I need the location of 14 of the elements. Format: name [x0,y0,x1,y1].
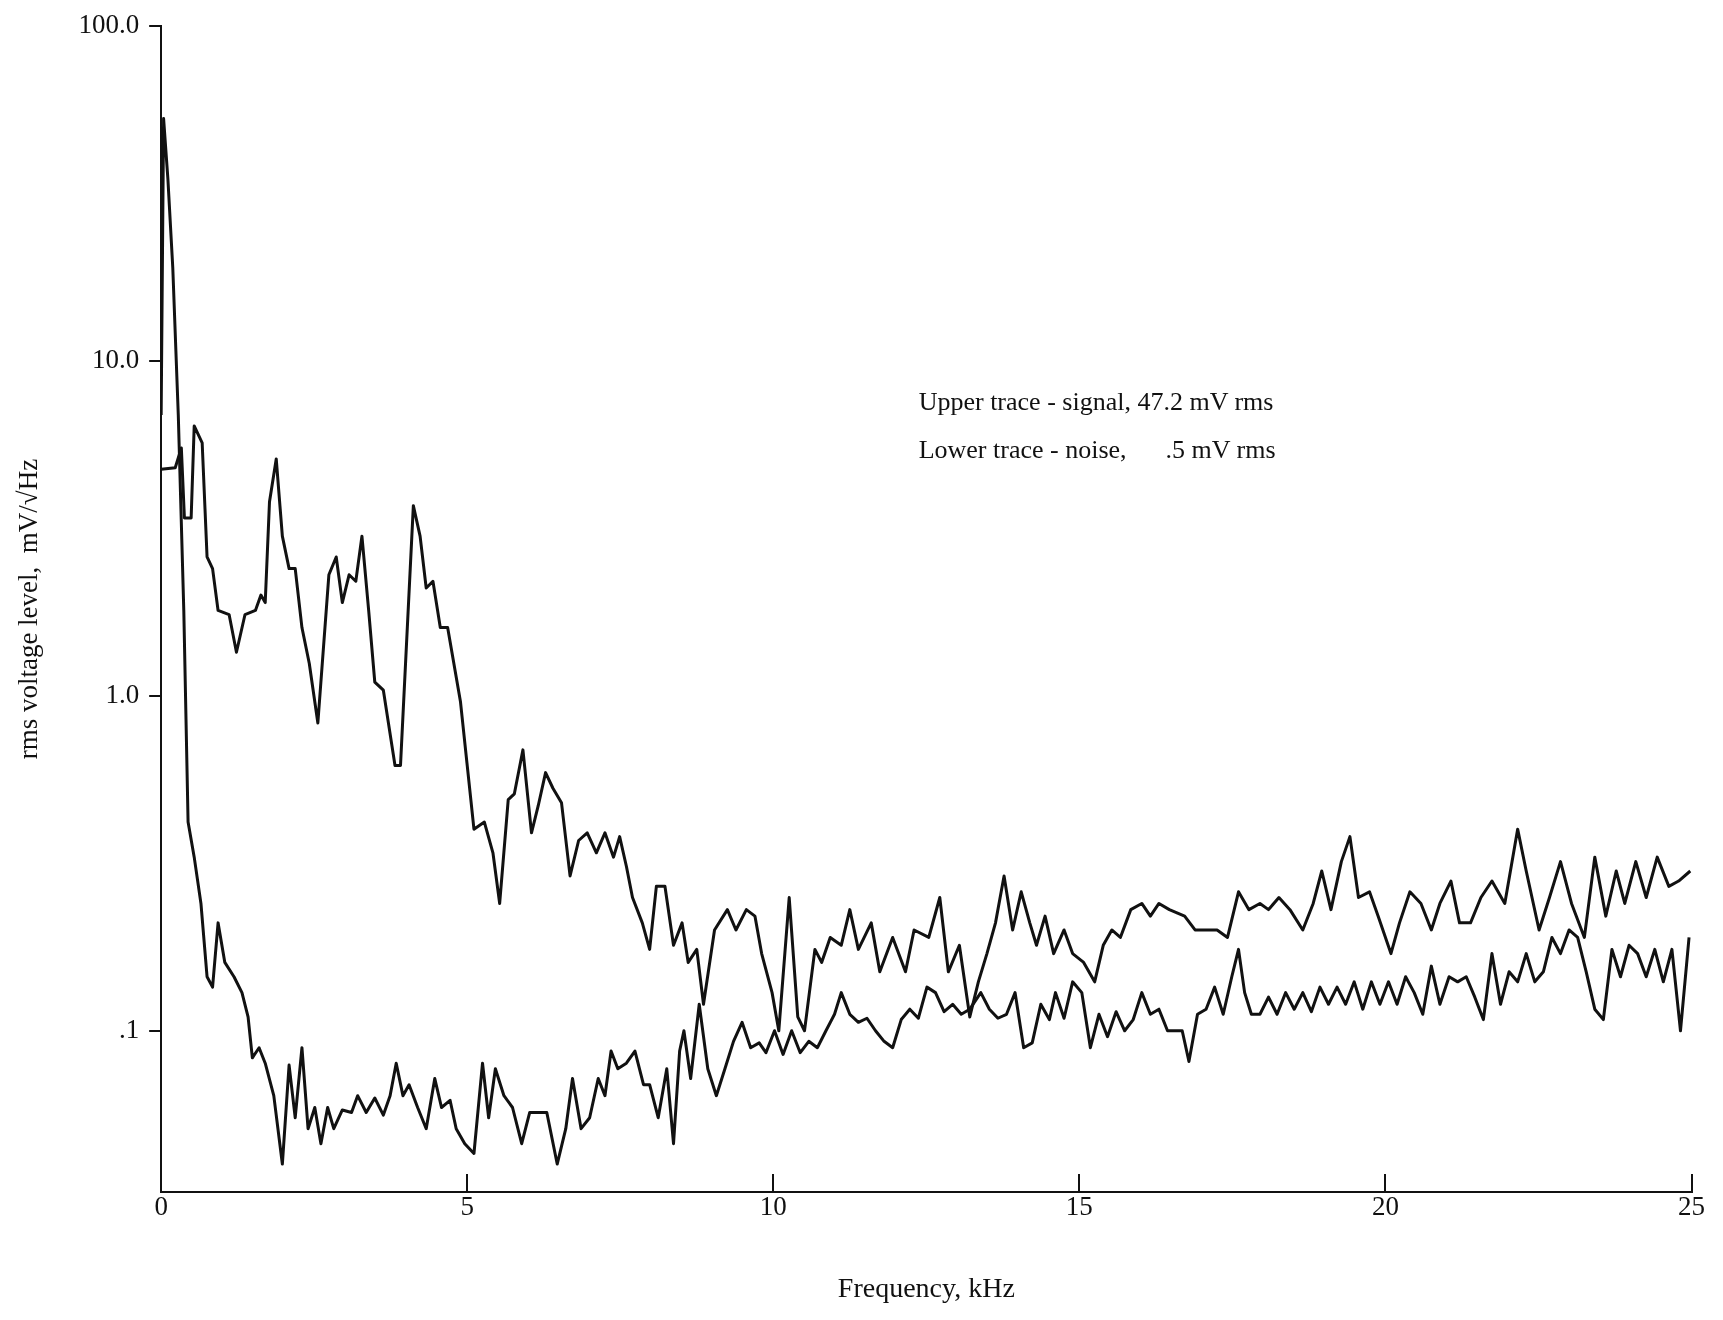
annotation: Lower trace - noise, .5 mV rms [918,434,1276,464]
annotation: Upper trace - signal, 47.2 mV rms [918,386,1274,416]
x-tick-label: 25 [1678,1191,1705,1222]
x-axis-title: Frequency, kHz [837,1271,1015,1303]
x-tick-label: 20 [1371,1191,1399,1222]
y-tick-label: 1.0 [105,679,140,710]
x-tick-label: 10 [759,1191,787,1222]
y-tick-label: 10.0 [91,344,140,375]
x-tick-label: 5 [460,1191,474,1222]
y-axis-title: rms voltage level, mV/√Hz [13,458,44,760]
y-tick-label: .1 [118,1013,140,1044]
x-tick-label: 15 [1065,1191,1093,1222]
y-tick-label: 100.0 [78,9,140,40]
x-tick-label: 0 [154,1191,168,1222]
